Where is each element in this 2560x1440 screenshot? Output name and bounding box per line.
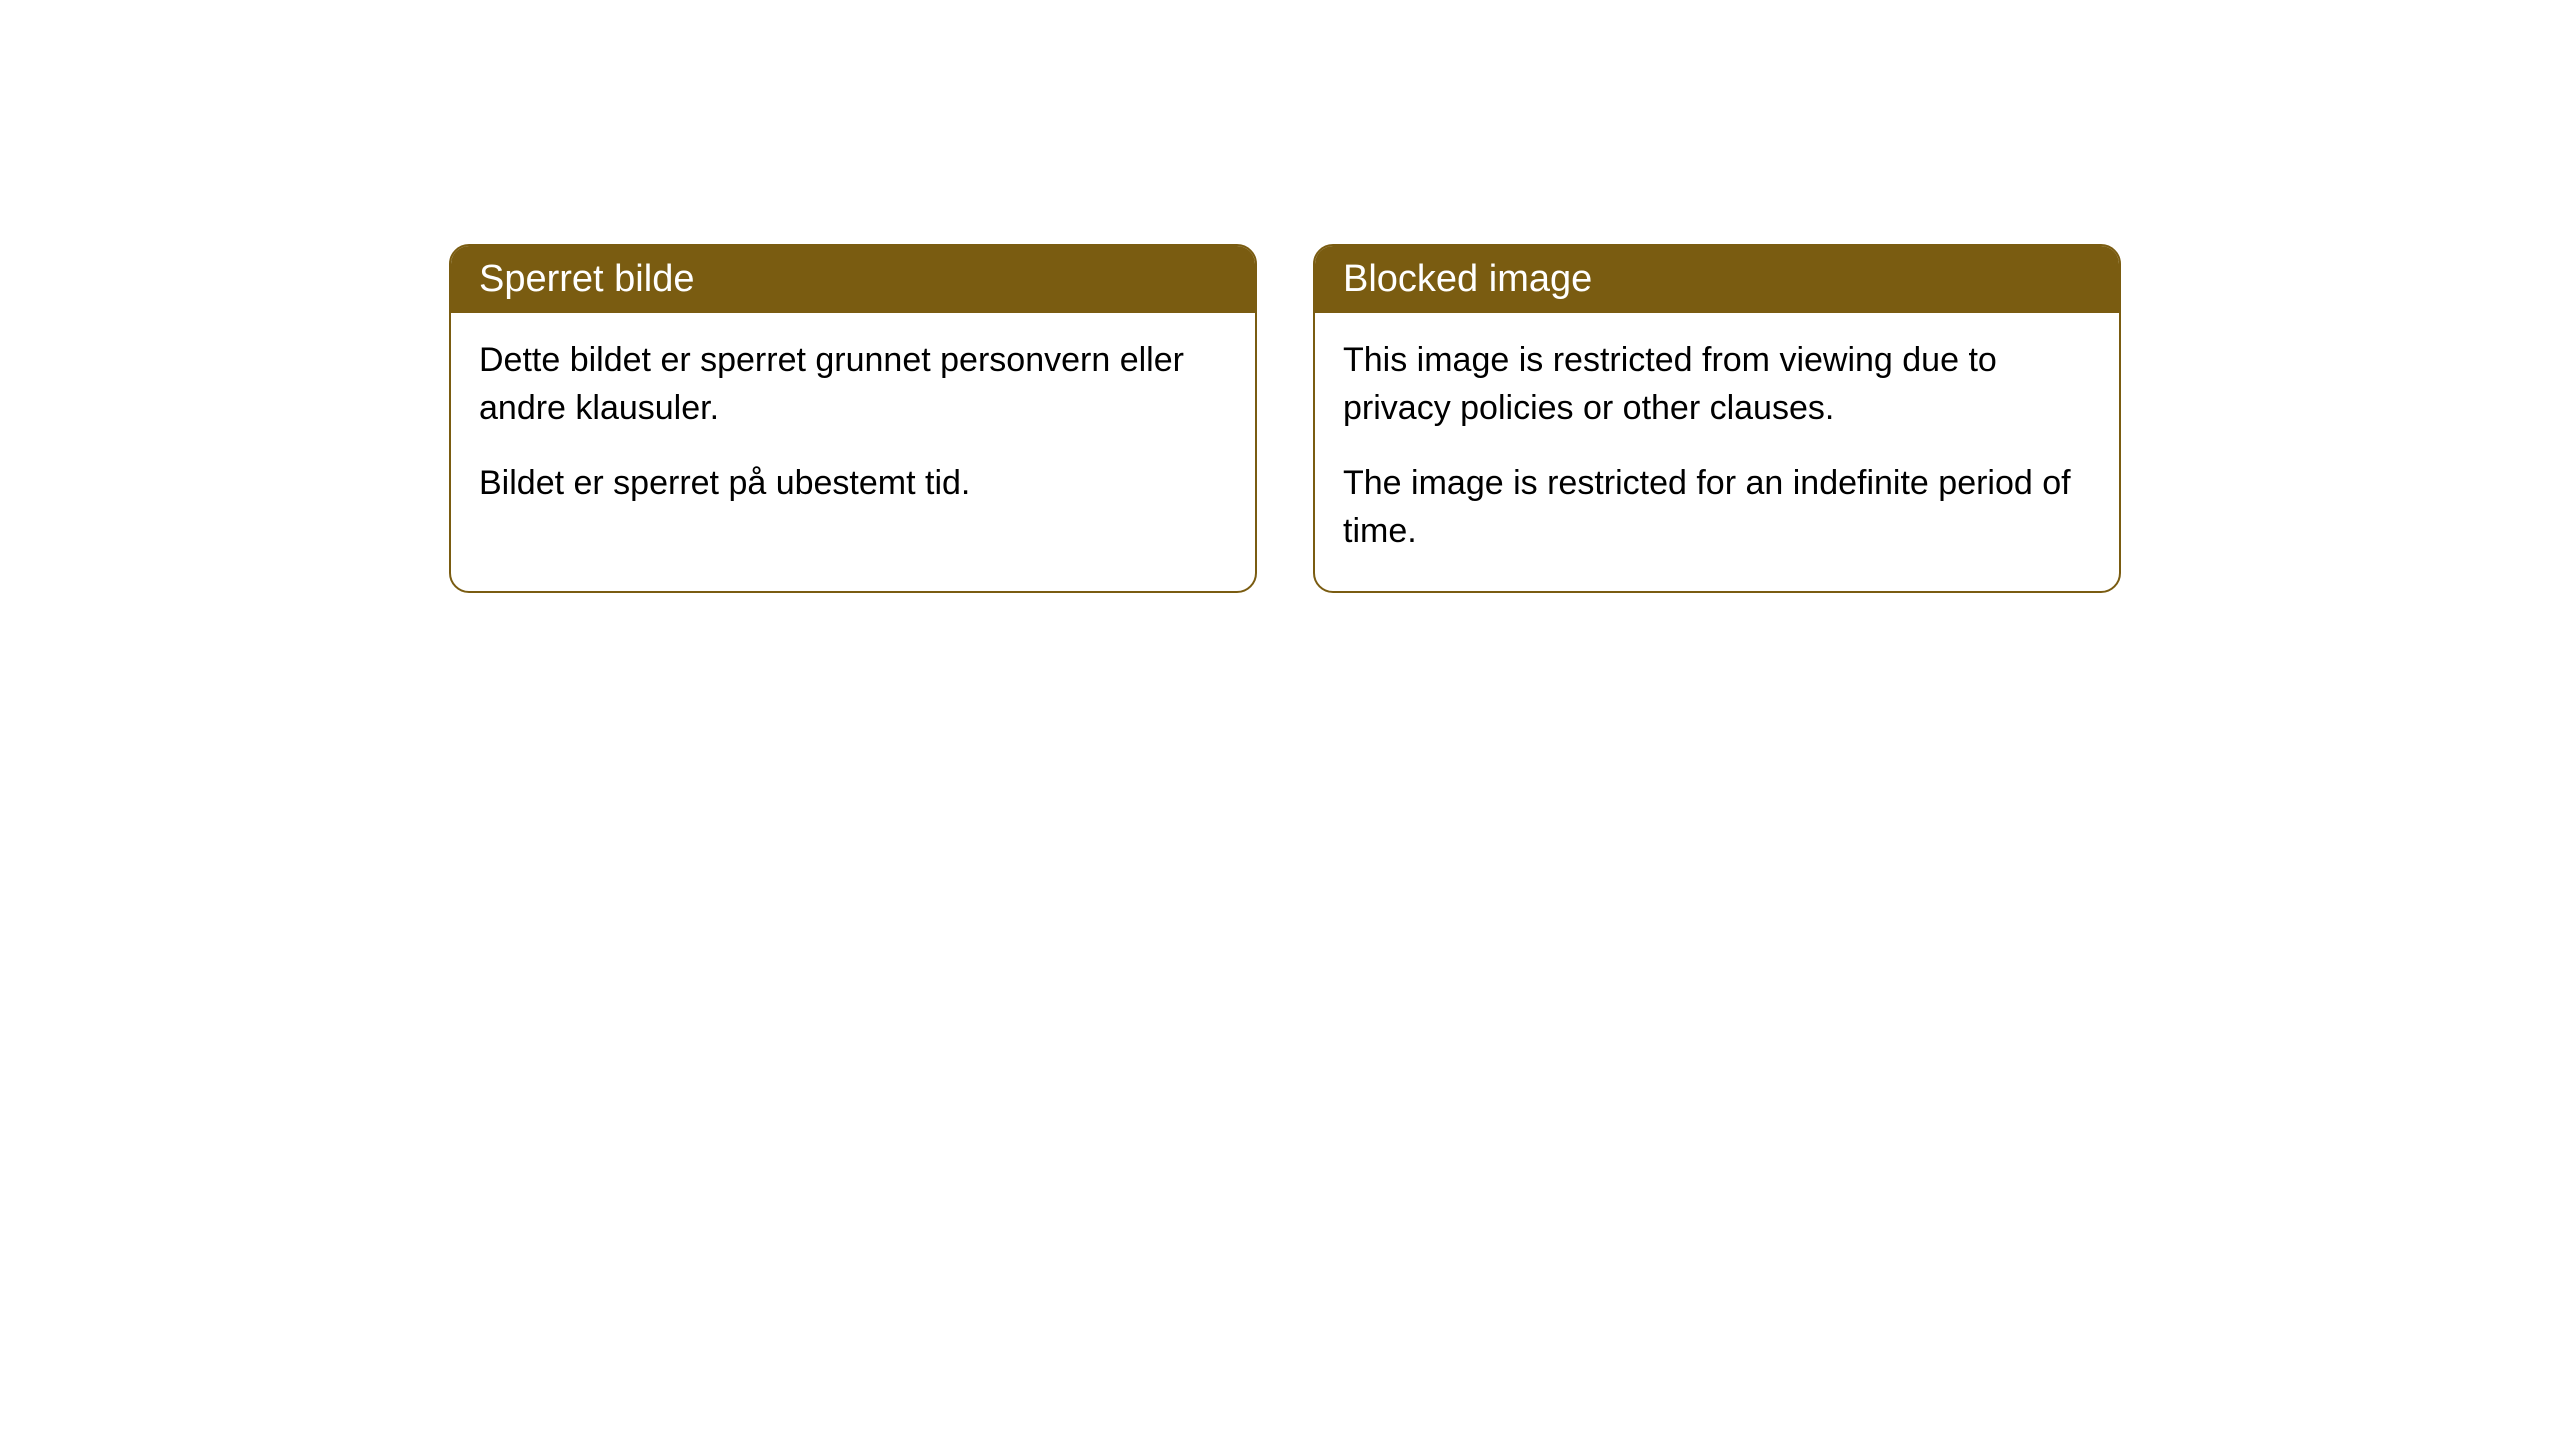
body-text-line2: Bildet er sperret på ubestemt tid.: [479, 460, 1227, 508]
body-text-line1: Dette bildet er sperret grunnet personve…: [479, 337, 1227, 432]
card-title: Sperret bilde: [479, 258, 694, 300]
card-title: Blocked image: [1343, 258, 1592, 300]
blocked-image-card-norwegian: Sperret bilde Dette bildet er sperret gr…: [449, 244, 1257, 593]
body-text-line1: This image is restricted from viewing du…: [1343, 337, 2091, 432]
card-header: Sperret bilde: [451, 246, 1255, 313]
card-header: Blocked image: [1315, 246, 2119, 313]
card-body: Dette bildet er sperret grunnet personve…: [451, 313, 1255, 544]
blocked-image-card-english: Blocked image This image is restricted f…: [1313, 244, 2121, 593]
notice-cards-container: Sperret bilde Dette bildet er sperret gr…: [449, 244, 2121, 593]
card-body: This image is restricted from viewing du…: [1315, 313, 2119, 591]
body-text-line2: The image is restricted for an indefinit…: [1343, 460, 2091, 555]
